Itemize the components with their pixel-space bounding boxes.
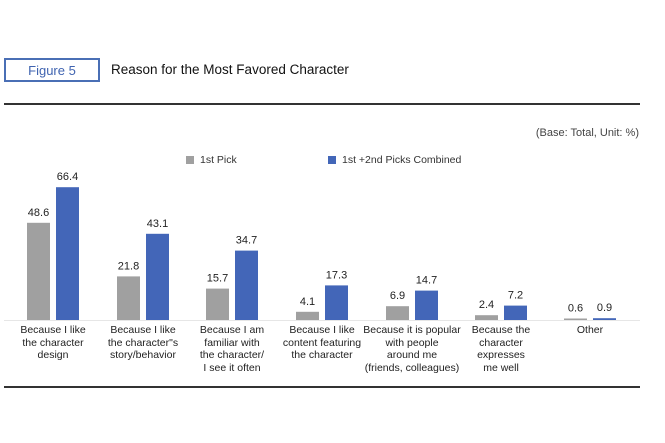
data-label: 17.3 <box>326 269 347 281</box>
bar-1st-pick <box>27 222 50 320</box>
data-label: 4.1 <box>300 296 315 308</box>
bar-combined <box>593 318 616 320</box>
data-label: 14.7 <box>416 275 437 287</box>
bar-1st-pick <box>206 288 229 320</box>
legend-swatch <box>186 156 194 164</box>
legend-label: 1st +2nd Picks Combined <box>342 154 462 166</box>
top-divider <box>4 103 640 105</box>
legend-label: 1st Pick <box>200 154 237 166</box>
category-label: Because I like the character"s story/beh… <box>107 324 179 361</box>
data-label: 0.9 <box>597 302 612 314</box>
category-label: Because I like content featuring the cha… <box>282 324 362 361</box>
category-label: Because it is popular with people around… <box>363 324 461 374</box>
category-label: Because I like the character design <box>20 324 86 361</box>
category-label: Because the character expresses me well <box>471 324 531 374</box>
data-label: 43.1 <box>147 218 168 230</box>
data-label: 48.6 <box>28 207 49 219</box>
bar-combined <box>146 233 169 320</box>
bar-1st-pick <box>296 311 319 320</box>
data-label: 34.7 <box>236 235 257 247</box>
base-note: (Base: Total, Unit: %) <box>535 127 639 139</box>
bar-combined <box>415 290 438 320</box>
data-label: 2.4 <box>479 299 494 311</box>
category-label: Other <box>576 324 604 336</box>
bottom-divider <box>4 386 640 388</box>
bar-1st-pick <box>475 315 498 320</box>
data-label: 6.9 <box>390 290 405 302</box>
category-label: Because I am familiar with the character… <box>199 324 265 374</box>
data-label: 21.8 <box>118 260 139 272</box>
bar-combined <box>504 305 527 320</box>
legend-item-combined: 1st +2nd Picks Combined <box>328 154 461 166</box>
data-label: 7.2 <box>508 290 523 302</box>
bar-combined <box>325 285 348 320</box>
data-label: 66.4 <box>57 171 78 183</box>
figure-number-box: Figure 5 <box>4 58 100 82</box>
bar-1st-pick <box>117 276 140 320</box>
data-label: 0.6 <box>568 303 583 315</box>
bar-combined <box>56 187 79 320</box>
legend-swatch <box>328 156 336 164</box>
data-label: 15.7 <box>207 273 228 285</box>
chart-title: Reason for the Most Favored Character <box>111 62 349 77</box>
legend-item-1st-pick: 1st Pick <box>186 154 237 166</box>
bar-1st-pick <box>386 306 409 320</box>
bar-combined <box>235 250 258 320</box>
bar-1st-pick <box>564 318 587 320</box>
